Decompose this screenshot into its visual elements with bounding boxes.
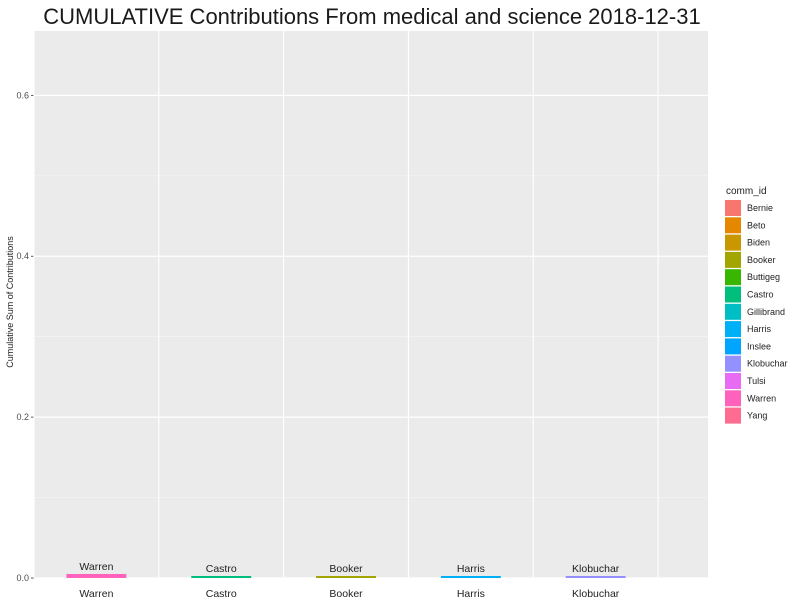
bar-label: Booker: [329, 563, 363, 575]
legend-label: Inslee: [747, 341, 771, 351]
legend-label: Klobuchar: [747, 359, 788, 369]
legend: comm_id Bernie Beto Biden Booker Buttigeg Cas…: [725, 186, 788, 424]
legend-label: Castro: [747, 290, 774, 300]
legend-label: Buttigeg: [747, 272, 780, 282]
legend-label: Booker: [747, 255, 776, 265]
legend-title: comm_id: [726, 186, 767, 197]
legend-label: Tulsi: [747, 376, 766, 386]
x-category-label: Klobuchar: [572, 588, 620, 600]
y-tick-label: 0.4: [16, 251, 29, 261]
legend-label: Warren: [747, 393, 776, 403]
legend-swatch-castro: [725, 286, 741, 303]
legend-label: Harris: [747, 324, 771, 334]
legend-label: Yang: [747, 411, 767, 421]
legend-label: Gillibrand: [747, 307, 785, 317]
legend-swatch-klobuchar: [725, 355, 741, 372]
legend-label: Bernie: [747, 203, 773, 213]
legend-swatch-warren: [725, 390, 741, 407]
legend-swatch-yang: [725, 407, 741, 424]
y-axis-title: Cumulative Sum of Contributions: [5, 236, 15, 368]
legend-swatch-inslee: [725, 338, 741, 355]
x-category-label: Castro: [206, 588, 237, 600]
legend-label: Biden: [747, 238, 770, 248]
plot-background: [34, 31, 708, 578]
bar-harris: [440, 576, 501, 578]
bar-label: Warren: [79, 561, 113, 573]
x-category-label: Warren: [79, 588, 113, 600]
bar-label: Harris: [457, 563, 485, 575]
legend-label: Beto: [747, 220, 766, 230]
legend-swatch-gillibrand: [725, 303, 741, 320]
legend-swatch-biden: [725, 234, 741, 251]
legend-swatch-harris: [725, 321, 741, 338]
chart-title: CUMULATIVE Contributions From medical an…: [43, 4, 700, 29]
y-tick-label: 0.0: [16, 573, 29, 583]
y-tick-label: 0.2: [16, 412, 29, 422]
bar-warren: [66, 573, 127, 578]
legend-swatch-buttigeg: [725, 269, 741, 286]
x-category-label: Harris: [457, 588, 485, 600]
bar-castro: [191, 576, 252, 578]
legend-swatch-beto: [725, 217, 741, 234]
bar-booker: [316, 576, 376, 578]
legend-swatch-booker: [725, 251, 741, 268]
bar-klobuchar: [565, 576, 626, 578]
x-category-label: Booker: [329, 588, 363, 600]
legend-swatch-bernie: [725, 200, 741, 216]
plot-area: 0.0 0.2 0.4 0.6 Warren Warren Castro Castro Book…: [16, 31, 708, 600]
bar-label: Klobuchar: [572, 563, 620, 575]
legend-swatch-tulsi: [725, 373, 741, 389]
y-tick-label: 0.6: [16, 90, 29, 100]
bar-label: Castro: [206, 563, 237, 575]
